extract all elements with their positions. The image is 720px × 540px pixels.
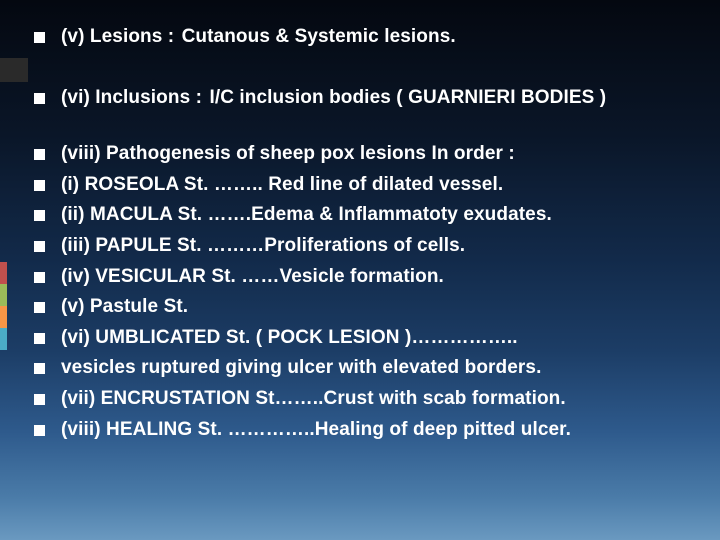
square-bullet-icon (34, 93, 45, 104)
line-value: I/C inclusion bodies ( GUARNIERI BODIES … (209, 87, 606, 108)
list-item: (iv) VESICULAR St. ……Vesicle formation. (34, 264, 700, 291)
color-block (0, 328, 7, 350)
list-item: vesicles ruptured giving ulcer with elev… (34, 355, 700, 382)
list-item: (ii) MACULA St. …….Edema & Inflammatoty … (34, 202, 700, 229)
square-bullet-icon (34, 149, 45, 160)
line-text: (vii) ENCRUSTATION St……..Crust with scab… (61, 386, 700, 413)
square-bullet-icon (34, 333, 45, 344)
square-bullet-icon (34, 302, 45, 313)
line-text: (v) Lesions : Cutanous & Systemic lesion… (61, 24, 700, 51)
line-text: (viii) Pathogenesis of sheep pox lesions… (61, 141, 700, 168)
side-color-blocks (0, 262, 7, 350)
square-bullet-icon (34, 394, 45, 405)
line-text: (iii) PAPULE St. ………Proliferations of ce… (61, 233, 700, 260)
square-bullet-icon (34, 180, 45, 191)
spacer (34, 55, 700, 85)
accent-strip (0, 58, 28, 82)
line-text: vesicles ruptured giving ulcer with elev… (61, 355, 700, 382)
square-bullet-icon (34, 241, 45, 252)
list-item: (vi) UMBLICATED St. ( POCK LESION )……………… (34, 325, 700, 352)
line-label: (vi) Inclusions : (61, 87, 207, 108)
line-text: (vi) Inclusions : I/C inclusion bodies (… (61, 85, 700, 112)
content-area: (v) Lesions : Cutanous & Systemic lesion… (34, 24, 700, 447)
square-bullet-icon (34, 425, 45, 436)
line-text: (ii) MACULA St. …….Edema & Inflammatoty … (61, 202, 700, 229)
color-block (0, 306, 7, 328)
square-bullet-icon (34, 32, 45, 43)
color-block (0, 262, 7, 284)
line-text: (v) Pastule St. (61, 294, 700, 321)
slide: (v) Lesions : Cutanous & Systemic lesion… (0, 0, 720, 540)
line-value: Cutanous & Systemic lesions. (182, 26, 456, 47)
list-item: (viii) HEALING St. …………..Healing of deep… (34, 417, 700, 444)
color-block (0, 284, 7, 306)
square-bullet-icon (34, 363, 45, 374)
line-text: (iv) VESICULAR St. ……Vesicle formation. (61, 264, 700, 291)
list-item: (viii) Pathogenesis of sheep pox lesions… (34, 141, 700, 168)
list-item: (i) ROSEOLA St. …….. Red line of dilated… (34, 172, 700, 199)
spacer (34, 115, 700, 141)
list-item: (v) Pastule St. (34, 294, 700, 321)
list-item: (vi) Inclusions : I/C inclusion bodies (… (34, 85, 700, 112)
line-label: (v) Lesions : (61, 26, 180, 47)
list-item: (iii) PAPULE St. ………Proliferations of ce… (34, 233, 700, 260)
line-text: (vi) UMBLICATED St. ( POCK LESION )……………… (61, 325, 700, 352)
list-item: (vii) ENCRUSTATION St……..Crust with scab… (34, 386, 700, 413)
line-text: (i) ROSEOLA St. …….. Red line of dilated… (61, 172, 700, 199)
square-bullet-icon (34, 272, 45, 283)
line-text: (viii) HEALING St. …………..Healing of deep… (61, 417, 700, 444)
list-item: (v) Lesions : Cutanous & Systemic lesion… (34, 24, 700, 51)
square-bullet-icon (34, 210, 45, 221)
